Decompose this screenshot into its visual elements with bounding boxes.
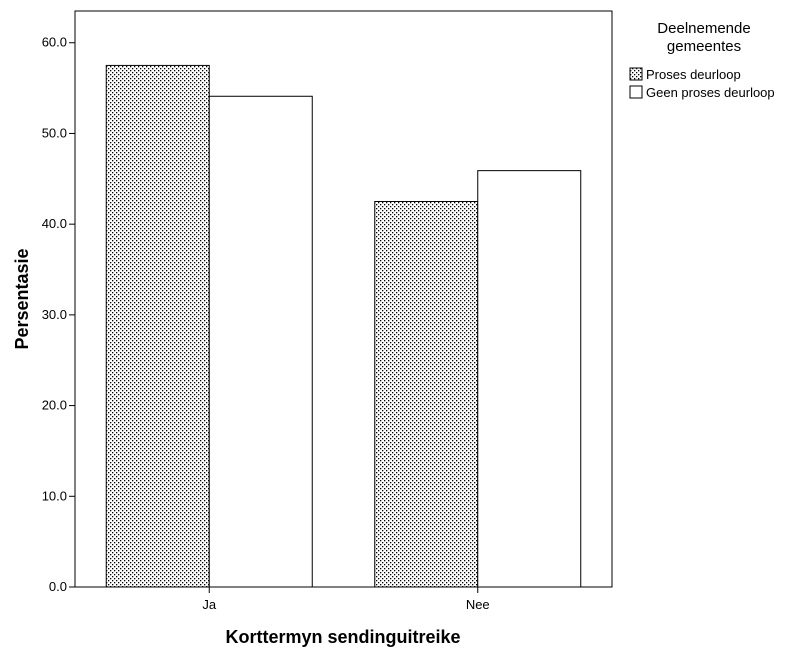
bar-geen-proses-deurloop-nee [477, 170, 582, 588]
legend-label-proses-deurloop: Proses deurloop [646, 67, 741, 82]
bar-geen-proses-deurloop-ja [208, 95, 313, 588]
legend: Deelnemende gemeentes Proses deurloop Ge… [629, 20, 775, 100]
y-tick-label: 0.0 [49, 579, 67, 594]
y-tick-label: 30.0 [42, 307, 67, 322]
legend-title-line-2: gemeentes [667, 38, 741, 55]
legend-swatch-proses-deurloop [629, 67, 643, 81]
y-tick-label: 10.0 [42, 488, 67, 503]
x-axis: Ja Nee [202, 587, 490, 612]
legend-label-geen-proses-deurloop: Geen proses deurloop [646, 85, 775, 100]
y-tick-label: 20.0 [42, 398, 67, 413]
y-tick-label: 60.0 [42, 35, 67, 50]
y-axis: 0.0 10.0 20.0 30.0 40.0 50.0 60.0 [42, 35, 75, 594]
x-tick-label-nee: Nee [466, 597, 490, 612]
y-tick-label: 50.0 [42, 125, 67, 140]
bar-proses-deurloop-nee [374, 200, 479, 588]
x-tick-label-ja: Ja [202, 597, 217, 612]
bars-group [105, 64, 582, 588]
legend-title-line-1: Deelnemende [657, 20, 750, 37]
x-axis-title: Korttermyn sendinguitreike [225, 627, 460, 647]
legend-swatch-geen-proses-deurloop [629, 85, 643, 99]
y-axis-title: Persentasie [12, 248, 32, 349]
plot-area-frame [74, 10, 613, 588]
bar-proses-deurloop-ja [105, 64, 210, 588]
y-tick-label: 40.0 [42, 216, 67, 231]
